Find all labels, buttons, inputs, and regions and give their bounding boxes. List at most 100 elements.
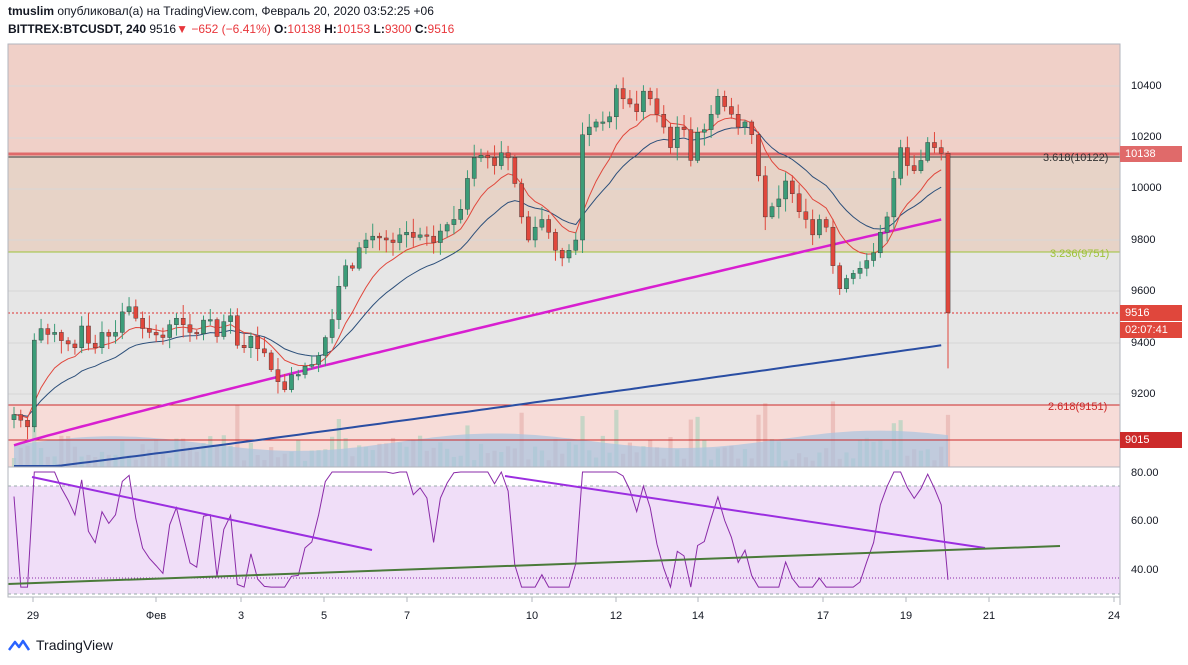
footer-brand[interactable]: TradingView bbox=[8, 637, 113, 653]
candle-body bbox=[580, 134, 585, 241]
candle-body bbox=[918, 160, 924, 171]
candle-body bbox=[539, 219, 545, 228]
tradingview-logo-icon bbox=[8, 639, 30, 651]
candle-body bbox=[823, 219, 829, 228]
publish-info: опубликовал(а) на TradingView.com, Февра… bbox=[54, 4, 434, 18]
current-price-badge: 9516 bbox=[1120, 305, 1182, 321]
candle-body bbox=[167, 324, 172, 338]
candle-body bbox=[735, 114, 741, 128]
candle-body bbox=[275, 369, 281, 382]
down-arrow-icon: ▼ bbox=[176, 22, 188, 36]
candle-body bbox=[499, 152, 504, 166]
candle-body bbox=[316, 355, 321, 365]
candle-body bbox=[871, 252, 876, 261]
candle-body bbox=[444, 224, 450, 232]
time-tick: 19 bbox=[899, 610, 913, 622]
candle-body bbox=[864, 260, 870, 269]
candle-body bbox=[790, 180, 795, 194]
candle-body bbox=[65, 340, 71, 345]
ema-slow-line bbox=[13, 126, 942, 417]
candle-body bbox=[810, 219, 815, 236]
candle-body bbox=[194, 332, 200, 335]
candle-body bbox=[478, 155, 484, 159]
low-value: 9300 bbox=[384, 22, 412, 36]
price-tick: 10000 bbox=[1131, 182, 1162, 194]
candle-body bbox=[898, 147, 903, 179]
candle-body bbox=[356, 247, 362, 269]
candle-body bbox=[377, 235, 382, 239]
time-tick: 24 bbox=[1107, 610, 1121, 622]
volume-bar bbox=[336, 419, 341, 467]
candle-body bbox=[762, 175, 768, 218]
candle-body bbox=[620, 88, 626, 100]
time-tick: 14 bbox=[691, 610, 705, 622]
rsi-trendline-1[interactable] bbox=[31, 476, 373, 551]
candle-body bbox=[390, 239, 396, 243]
candle-body bbox=[729, 106, 734, 115]
price-tick: 10400 bbox=[1131, 80, 1162, 92]
candle-body bbox=[370, 235, 376, 241]
rsi-tick: 60.00 bbox=[1131, 515, 1159, 527]
candle-body bbox=[553, 232, 558, 251]
candle-body bbox=[546, 219, 551, 233]
candle-body bbox=[329, 319, 335, 338]
candles bbox=[11, 77, 951, 440]
price-badge-10138: 10138 bbox=[1120, 146, 1182, 162]
candle-body bbox=[214, 319, 220, 337]
candle-body bbox=[343, 265, 348, 287]
candle-body bbox=[850, 273, 856, 279]
candle-body bbox=[99, 332, 105, 348]
rsi-support-trendline[interactable] bbox=[7, 545, 1061, 585]
candle-body bbox=[309, 364, 315, 367]
candle-body bbox=[201, 319, 206, 334]
candle-body bbox=[221, 321, 227, 337]
candle-body bbox=[627, 98, 633, 105]
candle-body bbox=[925, 142, 930, 161]
time-tick: 21 bbox=[982, 610, 996, 622]
time-tick: 7 bbox=[403, 610, 411, 622]
candle-body bbox=[302, 366, 308, 375]
candle-body bbox=[593, 121, 599, 128]
author-name[interactable]: tmuslim bbox=[8, 4, 55, 18]
symbol-ohlc-line: BITTREX:BTCUSDT, 240 9516 ▼ −652 (−6.41%)… bbox=[8, 22, 454, 36]
time-tick: Фев bbox=[145, 610, 167, 622]
price-change: −652 (−6.41%) bbox=[191, 22, 271, 36]
candle-body bbox=[255, 336, 260, 350]
candle-body bbox=[32, 339, 37, 428]
close-value: 9516 bbox=[427, 22, 455, 36]
candle-body bbox=[86, 325, 91, 344]
candle-body bbox=[932, 142, 937, 148]
candle-body bbox=[451, 219, 457, 225]
candle-body bbox=[25, 419, 30, 428]
candle-body bbox=[884, 216, 890, 233]
candle-body bbox=[769, 206, 775, 218]
high-value: 10153 bbox=[336, 22, 371, 36]
candle-body bbox=[891, 178, 897, 218]
candle-body bbox=[905, 147, 910, 166]
rsi-trendline-2[interactable] bbox=[504, 475, 986, 549]
candle-body bbox=[647, 90, 653, 100]
candle-body bbox=[350, 265, 355, 269]
candle-body bbox=[878, 232, 883, 254]
candle-body bbox=[38, 328, 44, 341]
candle-body bbox=[79, 325, 84, 349]
candle-body bbox=[180, 318, 186, 325]
volume-bar bbox=[763, 403, 768, 467]
volume-bar bbox=[688, 419, 693, 467]
candle-body bbox=[573, 239, 579, 251]
time-tick: 12 bbox=[609, 610, 623, 622]
ma-100-line bbox=[13, 218, 942, 447]
candle-body bbox=[411, 232, 416, 238]
fib-label-2618: 2.618(9151) bbox=[1048, 401, 1108, 413]
candle-body bbox=[431, 235, 436, 243]
price-tick: 9800 bbox=[1131, 234, 1156, 246]
candle-body bbox=[837, 265, 843, 289]
rsi-tick: 80.00 bbox=[1131, 467, 1159, 479]
candle-body bbox=[363, 239, 369, 248]
candle-body bbox=[336, 286, 342, 320]
candle-body bbox=[248, 336, 254, 349]
candle-body bbox=[417, 234, 423, 238]
candle-body bbox=[654, 98, 660, 115]
symbol-label[interactable]: BITTREX:BTCUSDT, 240 bbox=[8, 22, 147, 36]
